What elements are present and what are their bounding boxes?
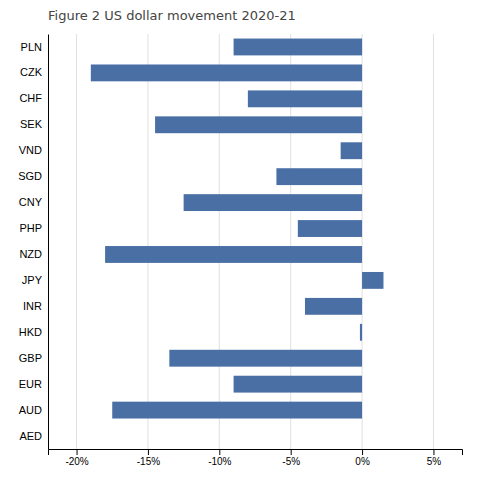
x-tick-label: -10% [208,456,231,467]
y-tick: HKD [19,326,42,338]
y-tick: CHF [19,92,42,104]
bar [234,376,362,393]
bar [184,194,362,211]
grid [77,34,434,449]
title: Figure 2 US dollar movement 2020-21 [48,8,296,23]
bar [105,246,362,263]
x-tick: -15% [137,449,160,467]
y-tick-label: SGD [18,170,42,182]
bar [362,428,363,445]
grid-line [76,34,77,449]
grid-line [219,34,220,449]
x-tick-label: -5% [282,456,300,467]
x-tick-mark [148,449,149,455]
grid-line [147,34,148,449]
x-tick-label: 0% [355,456,370,467]
x-tick-label: -15% [137,456,160,467]
x-axis-line [49,450,463,456]
y-tick-label: GBP [19,352,42,364]
bar [276,168,362,185]
x-axis: -20% -15% -10% -5% 0% 5% [49,449,463,467]
y-tick-label: PHP [19,222,42,234]
x-tick: -20% [65,449,88,467]
bar [155,116,362,133]
y-tick-label: HKD [19,326,42,338]
x-tick-mark [219,449,220,455]
y-tick-label: INR [23,300,42,312]
y-tick-label: CZK [20,66,43,78]
y-tick: AED [19,430,42,442]
bar [91,64,362,81]
y-tick-label: AUD [19,404,42,416]
y-tick: CNY [19,196,43,208]
bar [305,298,362,315]
chart-container: -20% -15% -10% -5% 0% 5% AED AUD EUR GBP HKD INR JPY… [0,0,480,479]
x-tick: 0% [355,449,370,467]
y-tick-label: EUR [19,378,42,390]
bar [169,350,362,367]
y-tick: PHP [19,222,42,234]
x-tick-mark [291,449,292,455]
x-tick: -10% [208,449,231,467]
x-tick: 5% [427,449,442,467]
x-tick-label: -20% [65,456,88,467]
x-tick-mark [362,449,363,455]
chart-svg: -20% -15% -10% -5% 0% 5% AED AUD EUR GBP HKD INR JPY… [0,0,480,479]
y-tick-label: CNY [19,196,43,208]
bar [112,402,362,419]
y-tick: VND [19,144,42,156]
y-tick: JPY [22,274,43,286]
y-tick: CZK [20,66,43,78]
bar [341,142,362,159]
y-tick: AUD [19,404,42,416]
bars [91,39,384,419]
grid-line [433,34,434,449]
y-tick: SGD [18,170,42,182]
y-tick: EUR [19,378,42,390]
x-tick-label: 5% [427,456,442,467]
y-tick: NZD [19,248,42,260]
y-tick: GBP [19,352,42,364]
y-tick-label: NZD [19,248,42,260]
bar [248,90,362,107]
y-tick-label: SEK [20,118,43,130]
bar [298,220,362,237]
y-axis-line [48,35,49,450]
x-tick-mark [77,449,78,455]
bar [360,324,362,341]
y-tick: INR [23,300,42,312]
y-tick-label: CHF [19,92,42,104]
plot: -20% -15% -10% -5% 0% 5% AED AUD EUR GBP HKD INR JPY… [18,34,462,467]
y-tick: PLN [21,40,42,52]
bar [234,39,362,56]
y-tick-label: AED [19,430,42,442]
x-tick: -5% [282,449,300,467]
y-tick-label: PLN [21,40,42,52]
x-tick-mark [433,449,434,455]
y-tick: SEK [20,118,43,130]
y-axis: AED AUD EUR GBP HKD INR JPY NZD PHP CNY SGD VND SEK C… [18,35,48,450]
y-tick-label: JPY [22,274,43,286]
y-tick-label: VND [19,144,42,156]
bar [362,272,383,289]
